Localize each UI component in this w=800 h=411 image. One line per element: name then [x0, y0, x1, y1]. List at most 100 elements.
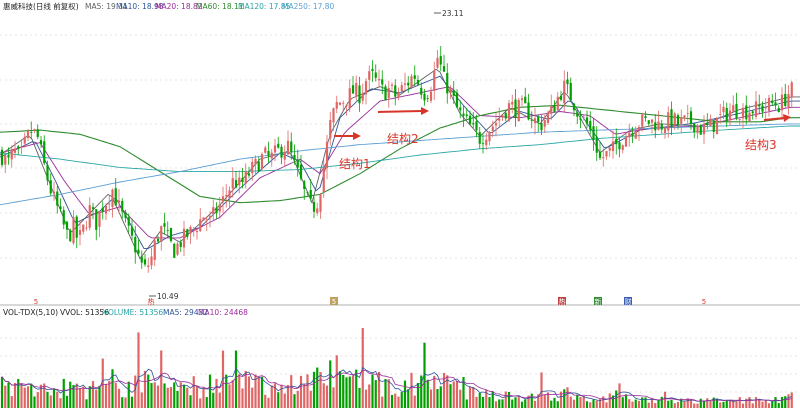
volume-bar — [455, 380, 459, 408]
volume-bar — [784, 396, 787, 408]
volume-bar — [628, 399, 631, 408]
volume-bar — [595, 400, 598, 408]
candle-body — [361, 92, 364, 101]
candle-body — [101, 207, 104, 212]
volume-bar — [777, 403, 780, 408]
candlesticks — [0, 45, 793, 273]
volume-bar — [654, 403, 657, 408]
volume-bar — [576, 394, 579, 408]
volume-bar — [556, 401, 559, 408]
candle-body — [439, 56, 442, 65]
candle-body — [400, 85, 403, 92]
candle-body — [702, 124, 706, 135]
volume-bar — [299, 375, 303, 408]
candle-body — [221, 196, 225, 202]
volume-bar — [683, 401, 686, 408]
candle-body — [244, 171, 247, 184]
candle-body — [543, 120, 546, 127]
candle-body — [62, 210, 65, 225]
candle-body — [608, 147, 611, 151]
volume-bar — [156, 385, 160, 408]
candle-body — [426, 97, 429, 99]
ma20-label: MA20: 18.82 — [155, 2, 203, 11]
volume-bar — [17, 378, 20, 408]
candle-body — [111, 189, 114, 208]
candle-body — [358, 85, 361, 104]
structure2-arrow — [377, 107, 429, 115]
candle-body — [764, 107, 767, 109]
candle-body — [488, 131, 491, 142]
volume-bar — [553, 397, 556, 408]
volume-bar — [699, 398, 702, 408]
candle-body — [748, 112, 751, 122]
volume-bar — [709, 400, 712, 408]
volume-bar — [420, 375, 423, 408]
candle-body — [267, 151, 270, 156]
volume-bar — [429, 389, 433, 408]
volume-bar — [585, 401, 589, 408]
candle-body — [751, 111, 754, 114]
volume-bar — [563, 389, 566, 408]
volume-bar — [572, 399, 576, 408]
candle-body — [390, 84, 394, 86]
candle-body — [7, 155, 10, 158]
candle-body — [4, 155, 7, 165]
volume-bar — [69, 381, 72, 408]
volume-bar — [618, 383, 621, 408]
ma120-label: MA120: 17.85 — [238, 2, 291, 11]
candle-body — [121, 200, 124, 212]
volume-bar — [163, 383, 166, 408]
volume-bar — [433, 375, 436, 408]
volume-bar — [579, 397, 582, 408]
volume-bar — [569, 396, 572, 408]
volume-bar — [621, 397, 624, 408]
volume-bar — [251, 387, 254, 408]
candle-body — [602, 157, 605, 159]
event-marker-box — [330, 297, 338, 305]
volume-bar — [511, 399, 514, 408]
volume-bar — [381, 396, 384, 408]
candle-body — [563, 80, 566, 104]
volume-bar — [527, 395, 530, 408]
stock-name: 惠威科技(日线 前复权) — [3, 1, 79, 11]
candle-body — [397, 93, 400, 98]
candle-body — [459, 107, 462, 111]
structure1-label: 结构1 — [339, 156, 371, 171]
candle-body — [771, 100, 774, 104]
volume-bar — [290, 375, 293, 408]
volume-bar — [39, 384, 43, 408]
candle-body — [462, 113, 465, 116]
candle-body — [650, 119, 654, 123]
candle-body — [345, 104, 348, 107]
volume-bar — [754, 397, 758, 408]
candle-body — [202, 217, 205, 221]
volume-bar — [657, 399, 660, 408]
volume-title: VOL-TDX(5,10) — [3, 308, 58, 317]
volume-bar — [787, 394, 790, 408]
volume-bar — [686, 398, 689, 408]
candle-body — [182, 228, 186, 248]
candle-body — [546, 112, 550, 123]
volume-bar — [59, 398, 62, 408]
volume-moving-averages — [1, 366, 792, 402]
candle-body — [550, 105, 553, 114]
grid-lines — [0, 34, 800, 393]
volume-bar — [751, 403, 754, 408]
candle-body — [234, 180, 238, 188]
candle-body — [104, 205, 108, 214]
volume-bar — [257, 376, 260, 408]
volume-bar — [358, 387, 361, 408]
candle-body — [478, 132, 481, 144]
candle-body — [299, 164, 303, 179]
candle-body — [790, 82, 793, 98]
candle-body — [436, 57, 439, 68]
candle-body — [290, 141, 293, 153]
candle-body — [342, 102, 345, 104]
ma5-label: MA5: 19.31 — [85, 2, 128, 11]
candle-body — [108, 203, 111, 205]
volume-bar — [540, 372, 543, 408]
candle-body — [634, 130, 637, 139]
candle-body — [137, 249, 140, 254]
candle-body — [741, 107, 745, 119]
volume-bar — [504, 391, 507, 408]
